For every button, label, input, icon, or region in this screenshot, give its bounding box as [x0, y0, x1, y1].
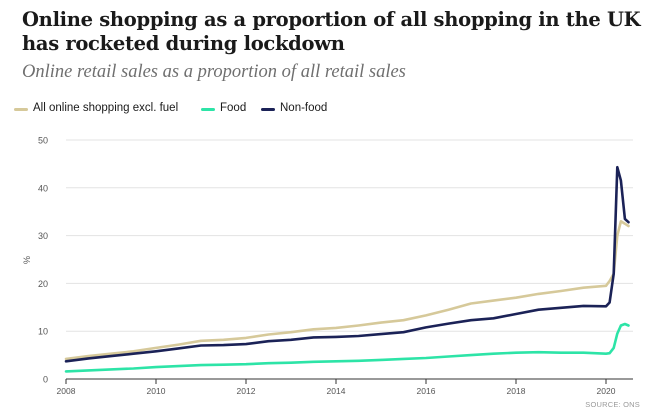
x-tick-label-2016: 2016	[417, 386, 436, 396]
x-tick-label-2010: 2010	[147, 386, 166, 396]
source-note: SOURCE: ONS	[585, 400, 640, 409]
y-tick-label-50: 50	[38, 136, 48, 146]
legend-label-non-food: Non-food	[280, 102, 328, 114]
y-tick-label-10: 10	[38, 327, 48, 337]
y-tick-label-30: 30	[38, 231, 48, 241]
y-tick-label-20: 20	[38, 279, 48, 289]
x-tick-label-2018: 2018	[507, 386, 526, 396]
x-tick-label-2020: 2020	[597, 386, 616, 396]
legend-label-all-online: All online shopping excl. fuel	[33, 102, 179, 114]
legend-swatch-all-online	[14, 108, 28, 111]
legend-swatch-non-food	[261, 108, 275, 111]
x-tick-label-2008: 2008	[57, 386, 76, 396]
y-tick-label-0: 0	[43, 375, 48, 385]
legend-swatch-food	[201, 108, 215, 111]
x-tick-label-2014: 2014	[327, 386, 346, 396]
y-axis-label: %	[22, 256, 32, 264]
series-line-food	[64, 322, 630, 373]
x-tick-label-2012: 2012	[237, 386, 256, 396]
y-tick-label-40: 40	[38, 183, 48, 193]
chart-subtitle: Online retail sales as a proportion of a…	[22, 62, 406, 82]
chart-title: Online shopping as a proportion of all s…	[22, 8, 641, 55]
series-line-all-online-shopping-excl-fuel	[64, 220, 630, 361]
series-line-non-food	[64, 165, 630, 363]
legend-label-food: Food	[220, 102, 247, 114]
